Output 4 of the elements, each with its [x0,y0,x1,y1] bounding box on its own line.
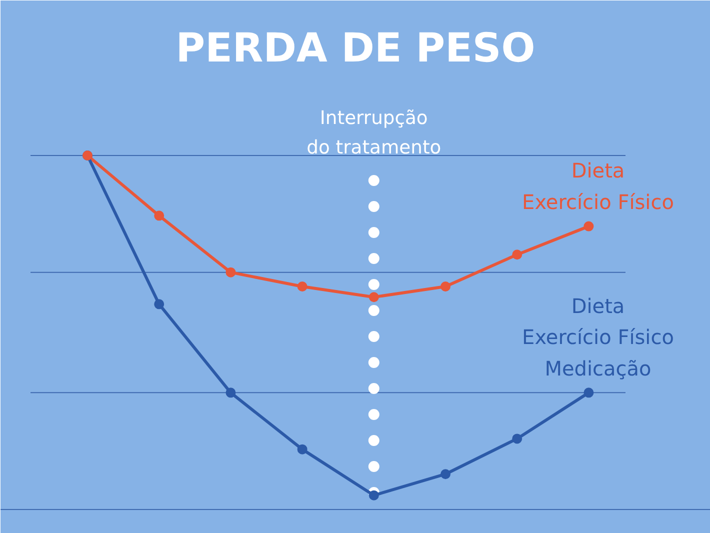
series-label: Dieta Exercício Físico [522,158,674,214]
annotation: Interrupção do tratamento [306,108,442,158]
chart-title: PERDA DE PESO [176,26,536,72]
text: Dieta Exercício Físico Medicação [522,294,674,380]
